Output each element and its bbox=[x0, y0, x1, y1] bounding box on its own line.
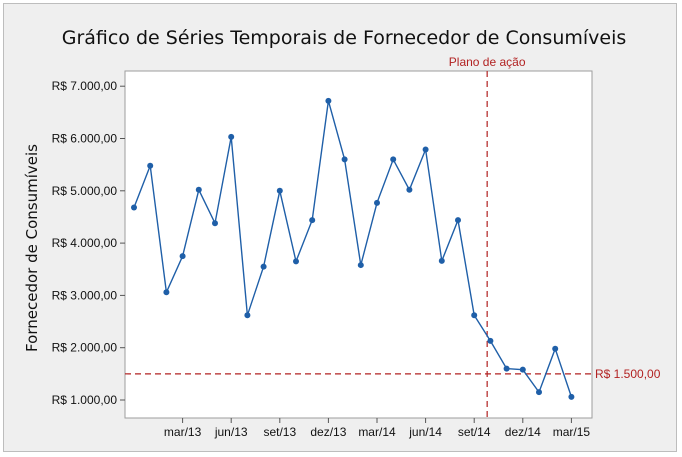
series-line bbox=[133, 100, 573, 398]
data-point bbox=[260, 263, 267, 270]
data-point bbox=[503, 365, 510, 372]
data-point bbox=[422, 146, 429, 153]
data-point bbox=[471, 312, 478, 319]
y-tick-label: R$ 6.000,00 bbox=[52, 132, 118, 146]
x-tick-label: mar/15 bbox=[553, 425, 591, 439]
data-point bbox=[179, 253, 186, 260]
x-tick-label: jun/14 bbox=[408, 425, 442, 439]
data-point bbox=[536, 389, 542, 396]
chart-title: Gráfico de Séries Temporais de Fornecedo… bbox=[62, 27, 627, 49]
data-point bbox=[341, 156, 348, 163]
plot-area bbox=[124, 70, 593, 419]
x-tick-label: set/14 bbox=[458, 425, 491, 439]
x-tick-label: mar/13 bbox=[164, 425, 202, 439]
data-point bbox=[276, 187, 283, 194]
data-point bbox=[131, 204, 137, 211]
data-point bbox=[568, 393, 575, 400]
data-point bbox=[519, 366, 526, 373]
data-point bbox=[406, 186, 413, 193]
x-tick-label: dez/14 bbox=[505, 425, 541, 439]
data-point bbox=[163, 289, 170, 296]
x-tick-label: jun/13 bbox=[214, 425, 248, 439]
action-plan-label: Plano de ação bbox=[449, 55, 526, 69]
time-series-chart: Gráfico de Séries Temporais de Fornecedo… bbox=[23, 27, 661, 439]
data-point bbox=[357, 262, 364, 269]
y-tick-label: R$ 4.000,00 bbox=[52, 236, 118, 250]
y-axis-label: Fornecedor de Consumíveis bbox=[23, 144, 41, 352]
data-point bbox=[195, 186, 202, 193]
y-tick-label: R$ 5.000,00 bbox=[52, 184, 118, 198]
data-point bbox=[325, 97, 332, 104]
x-axis: mar/13 jun/13 set/13 dez/13 mar/14 jun/14 set/… bbox=[164, 418, 590, 439]
x-tick-label: dez/13 bbox=[310, 425, 346, 439]
data-point bbox=[244, 312, 251, 319]
data-point bbox=[374, 199, 380, 206]
y-axis: R$ 1.000,00 R$ 2.000,00 R$ 3.000,00 R$ 4.00… bbox=[52, 79, 125, 407]
data-point bbox=[455, 217, 461, 224]
data-point bbox=[487, 337, 494, 344]
x-tick-label: set/13 bbox=[263, 425, 296, 439]
x-tick-label: mar/14 bbox=[358, 425, 396, 439]
data-point bbox=[293, 258, 299, 265]
series-points bbox=[131, 97, 575, 400]
y-tick-label: R$ 7.000,00 bbox=[52, 79, 118, 93]
data-point bbox=[309, 217, 316, 224]
reference-label-1500: R$ 1.500,00 bbox=[595, 367, 661, 381]
data-point bbox=[212, 220, 218, 227]
data-point bbox=[228, 133, 235, 140]
data-point bbox=[438, 257, 445, 264]
data-point bbox=[552, 345, 559, 352]
chart-frame: Gráfico de Séries Temporais de Fornecedo… bbox=[3, 3, 677, 452]
y-tick-label: R$ 2.000,00 bbox=[52, 341, 118, 355]
data-point bbox=[390, 156, 397, 163]
y-tick-label: R$ 3.000,00 bbox=[52, 288, 118, 302]
y-tick-label: R$ 1.000,00 bbox=[52, 393, 118, 407]
data-point bbox=[147, 162, 154, 169]
